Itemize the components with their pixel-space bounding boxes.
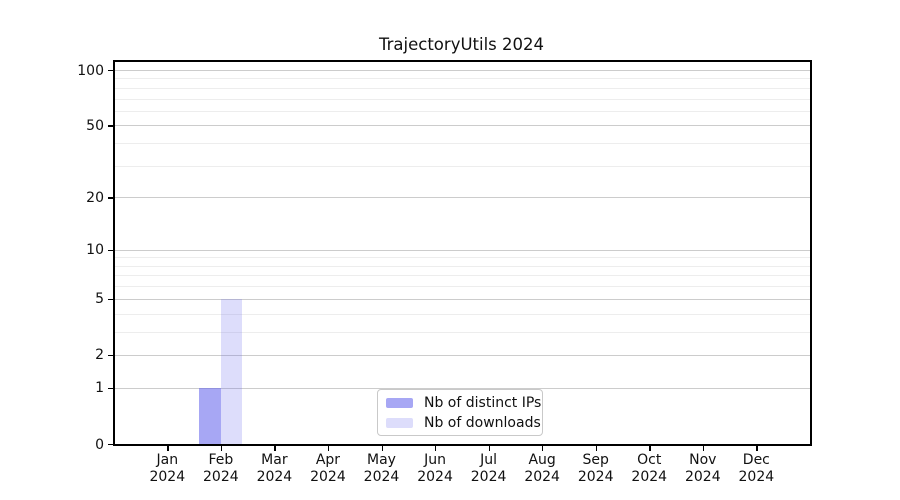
- y-major-gridline: [113, 298, 810, 300]
- left-spine: [113, 60, 115, 446]
- y-major-gridline: [113, 125, 810, 127]
- y-tick-label: 0: [95, 436, 104, 453]
- x-tick-label: Jan 2024: [149, 452, 186, 485]
- x-tick-mark: [220, 445, 223, 451]
- x-tick-label: Jul 2024: [470, 452, 507, 485]
- y-minor-gridline: [113, 331, 810, 333]
- legend-label-downloads: Nb of downloads: [424, 414, 541, 431]
- y-minor-gridline: [113, 286, 810, 288]
- y-minor-gridline: [113, 275, 810, 277]
- y-tick-label: 20: [86, 189, 104, 206]
- y-tick-mark: [108, 125, 113, 127]
- y-major-gridline: [113, 70, 810, 71]
- legend-entry-distinct-ips: Nb of distinct IPs: [386, 395, 542, 411]
- y-tick-mark: [108, 197, 113, 199]
- y-minor-gridline: [113, 98, 810, 100]
- x-tick-mark: [595, 445, 597, 451]
- y-tick-label: 10: [86, 242, 104, 259]
- x-tick-mark: [756, 445, 758, 451]
- x-tick-label: Sep 2024: [577, 452, 614, 485]
- x-tick-label: Feb 2024: [203, 452, 239, 485]
- legend: Nb of distinct IPs Nb of downloads: [377, 389, 543, 436]
- x-tick-mark: [435, 445, 437, 451]
- x-tick-mark: [488, 445, 490, 451]
- y-tick-label: 50: [86, 117, 104, 134]
- y-tick-mark: [108, 354, 113, 357]
- y-tick-label: 1: [95, 380, 104, 397]
- legend-swatch-downloads: [386, 417, 413, 428]
- x-tick-label: Oct 2024: [631, 452, 668, 485]
- y-minor-gridline: [113, 78, 810, 80]
- legend-entry-downloads: Nb of downloads: [386, 415, 542, 431]
- y-minor-gridline: [113, 110, 810, 112]
- x-tick-label: Dec 2024: [738, 452, 775, 485]
- y-minor-gridline: [113, 313, 810, 315]
- y-minor-gridline: [113, 165, 810, 167]
- y-major-gridline: [113, 354, 810, 356]
- y-tick-mark: [108, 70, 113, 72]
- chart-title: TrajectoryUtils 2024: [378, 35, 545, 54]
- x-tick-mark: [649, 445, 651, 451]
- y-tick-mark: [108, 298, 113, 301]
- y-minor-gridline: [113, 143, 810, 145]
- x-tick-label: Nov 2024: [684, 452, 721, 485]
- right-spine: [810, 60, 812, 446]
- x-tick-mark: [167, 445, 169, 451]
- y-major-gridline: [113, 387, 810, 389]
- x-tick-mark: [274, 445, 276, 451]
- x-tick-label: May 2024: [363, 452, 400, 485]
- bar-nb-of-distinct-ips: [199, 387, 221, 444]
- y-minor-gridline: [113, 87, 810, 89]
- y-major-gridline: [113, 197, 810, 199]
- y-tick-label: 2: [95, 347, 104, 364]
- y-minor-gridline: [113, 257, 810, 259]
- x-tick-label: Aug 2024: [524, 452, 560, 485]
- legend-swatch-distinct-ips: [386, 397, 413, 408]
- x-tick-label: Jun 2024: [417, 452, 453, 485]
- y-major-gridline: [113, 249, 810, 251]
- x-tick-label: Mar 2024: [256, 452, 293, 485]
- x-tick-mark: [381, 445, 383, 451]
- y-tick-label: 5: [95, 291, 104, 308]
- bottom-spine: [113, 444, 812, 446]
- x-tick-mark: [327, 445, 330, 451]
- x-tick-label: Apr 2024: [310, 452, 346, 485]
- x-tick-mark: [542, 445, 544, 451]
- y-tick-mark: [108, 444, 113, 446]
- y-tick-mark: [108, 249, 113, 251]
- y-tick-mark: [108, 387, 113, 390]
- y-tick-label: 100: [77, 62, 104, 79]
- y-minor-gridline: [113, 265, 810, 267]
- bar-nb-of-downloads: [220, 298, 243, 444]
- legend-label-distinct-ips: Nb of distinct IPs: [424, 394, 542, 411]
- x-tick-mark: [702, 445, 705, 451]
- top-spine: [113, 60, 812, 62]
